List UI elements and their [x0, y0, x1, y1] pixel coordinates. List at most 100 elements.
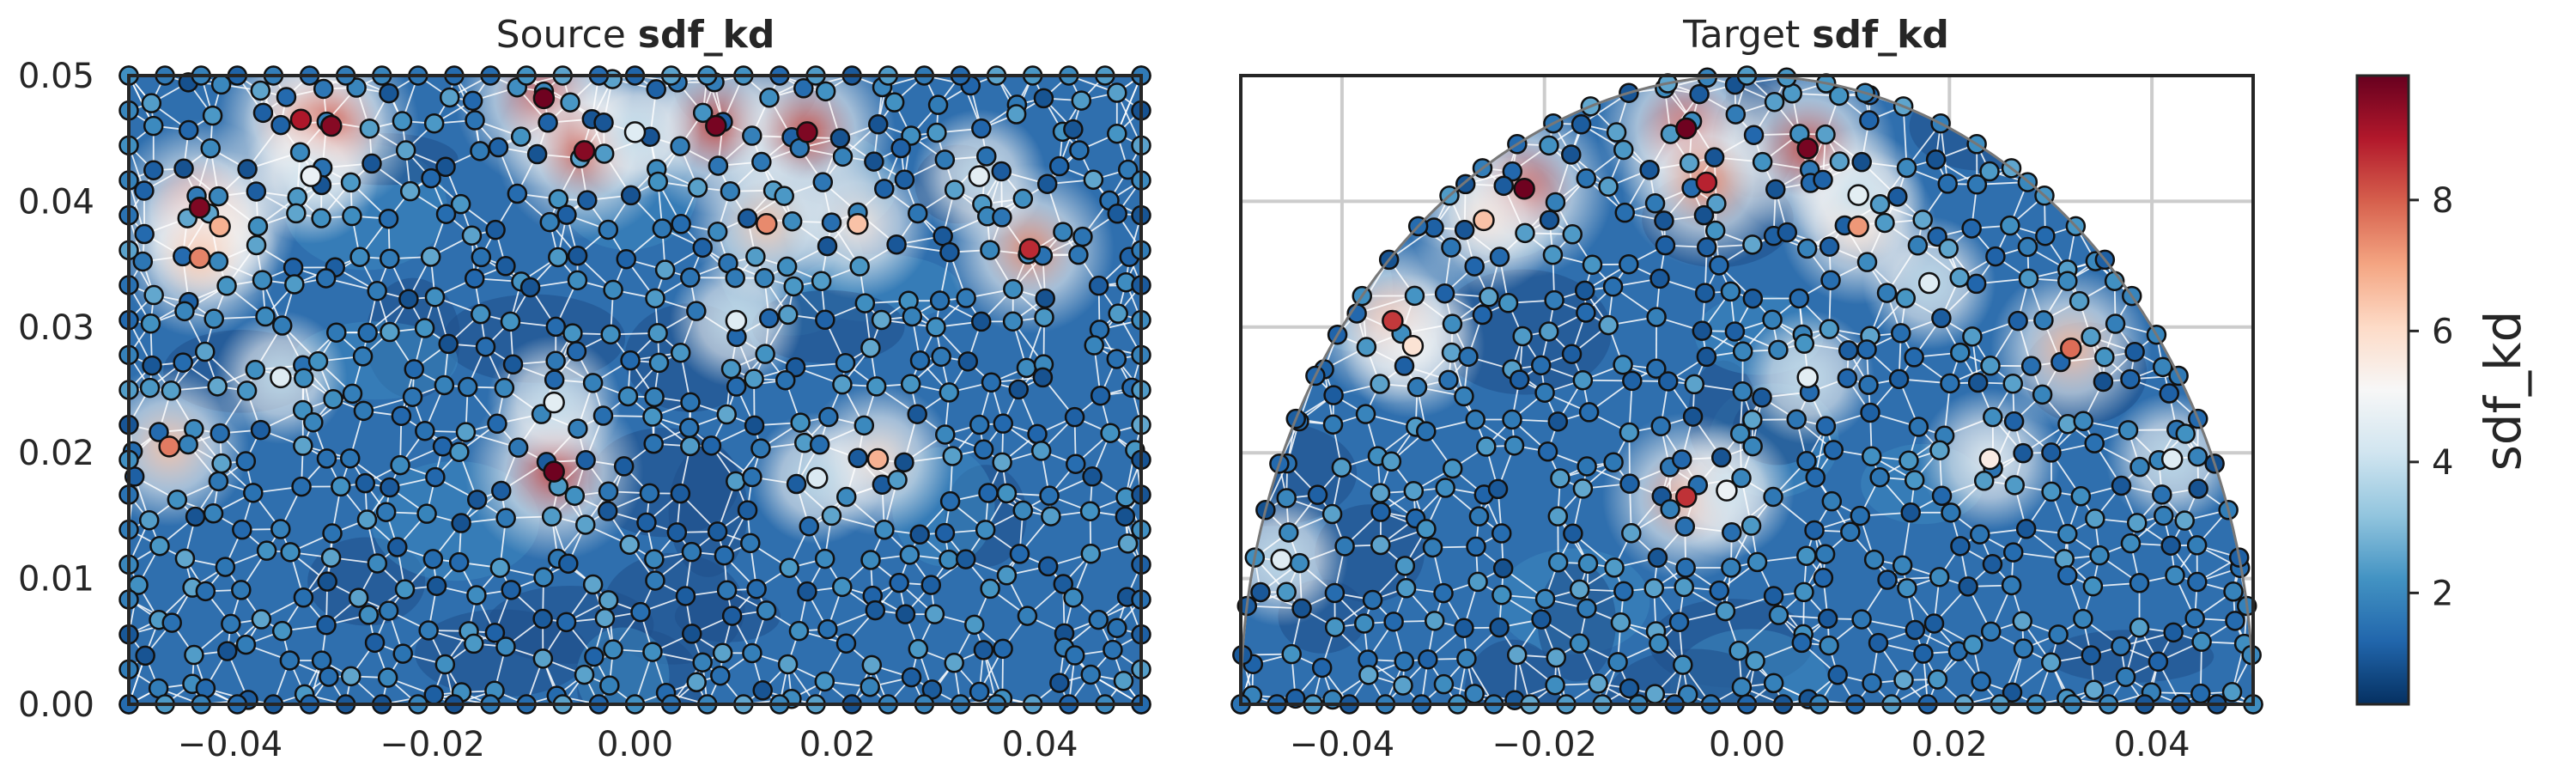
data-point — [1716, 479, 1738, 502]
mesh-node — [2184, 608, 2205, 629]
mesh-node — [1356, 337, 1377, 357]
mesh-node — [548, 189, 569, 210]
data-point — [188, 247, 211, 270]
data-point — [1917, 271, 1941, 295]
mesh-node — [1874, 212, 1895, 234]
mesh-node — [942, 446, 963, 466]
mesh-node — [2165, 565, 2185, 586]
mesh-node — [1598, 176, 1619, 198]
data-point — [158, 435, 180, 458]
mesh-node — [1005, 104, 1027, 125]
mesh-node — [681, 624, 702, 644]
mesh-node — [1455, 173, 1476, 195]
colorbar-tick-label: 2 — [2432, 574, 2453, 613]
mesh-node — [1958, 576, 1978, 597]
mesh-node — [726, 471, 746, 492]
mesh-node — [466, 585, 487, 606]
mesh-node — [1892, 555, 1913, 576]
mesh-node — [686, 672, 707, 693]
mesh-node — [809, 434, 830, 455]
mesh-node — [1697, 237, 1717, 258]
mesh-node — [545, 350, 566, 372]
mesh-node — [1877, 569, 1898, 590]
mesh-node — [860, 550, 881, 570]
mesh-node — [1931, 307, 1952, 329]
mesh-node — [1704, 147, 1725, 167]
mesh-node — [861, 654, 883, 676]
mesh-node — [387, 537, 408, 557]
mesh-node — [1973, 471, 1995, 491]
mesh-node — [777, 304, 799, 326]
mesh-node — [1650, 416, 1672, 437]
mesh-node — [924, 604, 945, 624]
mesh-node — [134, 223, 155, 245]
mesh-node — [1982, 553, 2003, 575]
mesh-node — [692, 237, 713, 259]
mesh-node — [207, 376, 228, 397]
mesh-node — [1476, 436, 1497, 457]
mesh-node — [1088, 609, 1109, 630]
mesh-node — [1840, 521, 1861, 543]
mesh-node — [415, 420, 435, 441]
mesh-node — [868, 114, 889, 135]
mesh-node — [652, 218, 673, 239]
mesh-node — [1908, 417, 1929, 437]
mesh-node — [203, 503, 224, 524]
x-tick-label: −0.02 — [380, 725, 485, 764]
mesh-node — [939, 382, 960, 403]
mesh-node — [245, 359, 266, 380]
mesh-node — [2032, 384, 2053, 405]
mesh-node — [1416, 421, 1437, 441]
mesh-node — [934, 149, 956, 170]
mesh-node — [598, 219, 619, 240]
mesh-node — [646, 79, 666, 100]
mesh-node — [666, 522, 688, 543]
mesh-node — [361, 153, 382, 174]
mesh-node — [1895, 288, 1917, 308]
mesh-node — [1090, 385, 1111, 406]
mesh-node — [532, 648, 554, 669]
data-point — [1847, 184, 1869, 206]
mesh-node — [1008, 379, 1030, 400]
mesh-node — [143, 160, 164, 180]
mesh-node — [603, 639, 623, 660]
mesh-node — [1107, 82, 1127, 103]
mesh-node — [1725, 104, 1747, 125]
mesh-node — [294, 368, 314, 389]
mesh-node — [1574, 280, 1595, 301]
mesh-node — [1796, 238, 1818, 259]
mesh-node — [1950, 342, 1971, 363]
mesh-node — [1655, 234, 1676, 256]
mesh-node — [745, 247, 766, 267]
data-point — [270, 366, 292, 389]
mesh-node — [2069, 290, 2090, 312]
mesh-node — [1869, 467, 1890, 488]
mesh-node — [1416, 519, 1437, 539]
mesh-node — [2159, 383, 2180, 404]
mesh-node — [712, 642, 733, 664]
mesh-node — [507, 183, 528, 204]
data-point — [320, 114, 343, 137]
mesh-node — [210, 423, 230, 444]
mesh-node — [1856, 252, 1878, 272]
mesh-node — [1621, 522, 1642, 544]
mesh-node — [1893, 669, 1914, 691]
mesh-node — [322, 523, 343, 544]
x-tick-label: 0.02 — [1911, 725, 1988, 764]
mesh-node — [251, 609, 272, 630]
mesh-node — [1837, 368, 1858, 389]
mesh-node — [1032, 367, 1054, 388]
mesh-node — [860, 676, 880, 697]
mesh-node — [899, 545, 920, 565]
mesh-node — [775, 370, 796, 391]
mesh-node — [1563, 523, 1583, 544]
mesh-node — [215, 557, 236, 577]
mesh-node — [1722, 521, 1742, 543]
mesh-node — [1931, 485, 1953, 507]
mesh-node — [438, 333, 459, 355]
data-point — [1513, 178, 1535, 200]
data-point — [1018, 238, 1042, 260]
mesh-node — [439, 87, 460, 108]
mesh-node — [271, 620, 293, 642]
mesh-node — [1491, 523, 1512, 544]
